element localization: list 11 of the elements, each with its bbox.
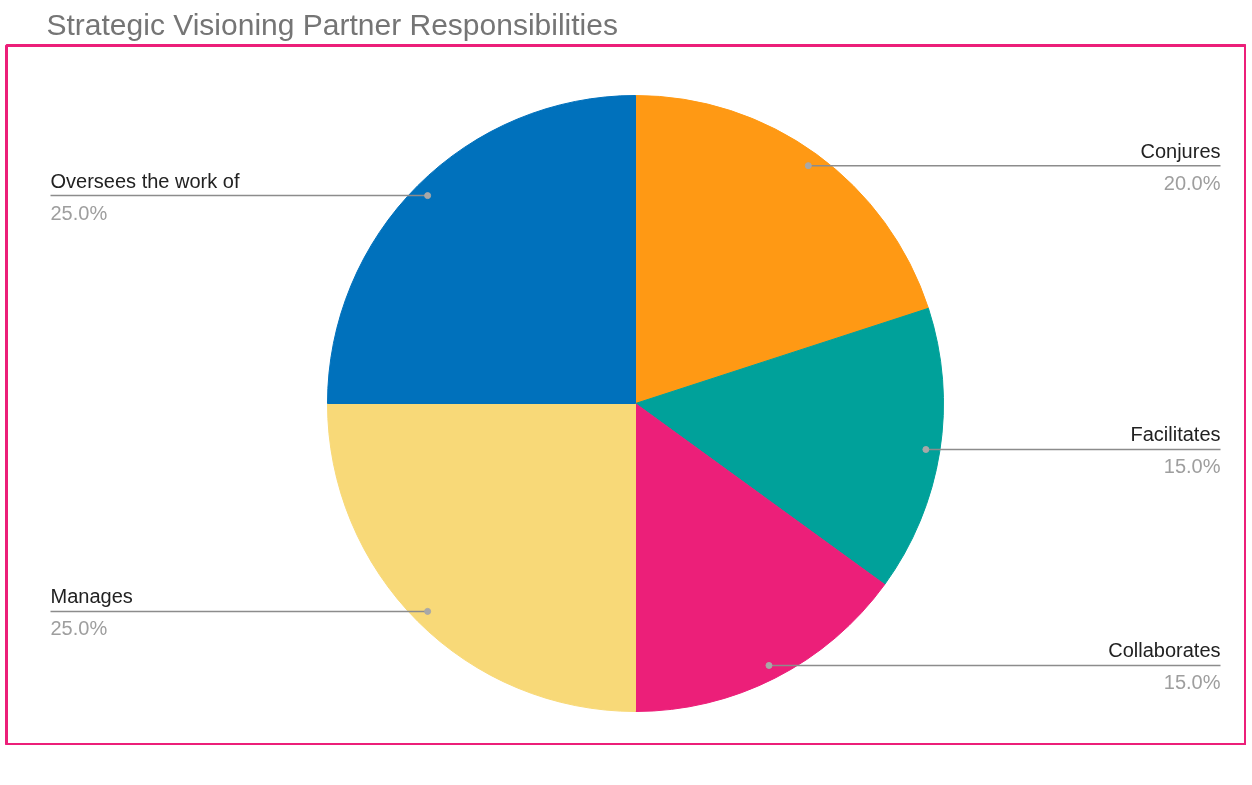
slice-label: Manages [50, 585, 133, 608]
data-label: 25.0% [50, 617, 108, 640]
chart-title: Strategic Visioning Partner Responsibilities [46, 7, 618, 41]
data-label: 15.0% [1163, 455, 1221, 478]
slice-label: Oversees the work of [50, 169, 240, 192]
data-label: 15.0% [1163, 671, 1221, 694]
slice-label: Collaborates [1108, 639, 1221, 662]
data-label: 25.0% [50, 201, 108, 224]
slice-label: Facilitates [1130, 423, 1221, 446]
slice-label: Conjures [1140, 139, 1221, 162]
data-label: 20.0% [1163, 171, 1221, 194]
